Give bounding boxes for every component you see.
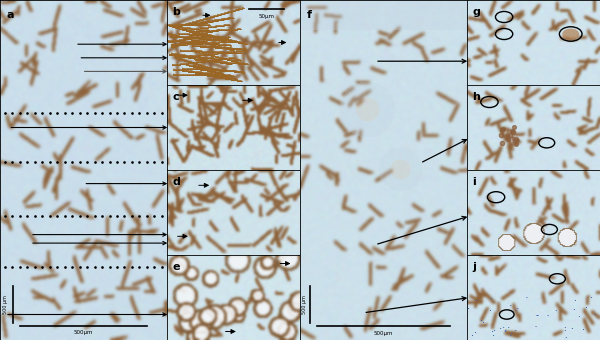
Point	[503, 137, 513, 142]
Text: 50μm: 50μm	[259, 14, 275, 19]
Point	[511, 141, 521, 146]
Point	[497, 127, 507, 133]
Point	[512, 137, 522, 143]
Point	[496, 132, 506, 138]
Point	[505, 133, 515, 138]
Point	[508, 129, 517, 134]
Point	[497, 140, 506, 145]
Text: e: e	[172, 262, 179, 272]
Text: f: f	[307, 10, 311, 20]
Point	[508, 130, 518, 135]
Text: c: c	[172, 92, 179, 102]
Text: 500 μm: 500 μm	[4, 295, 8, 314]
Text: j: j	[472, 262, 476, 272]
Text: 500μm: 500μm	[374, 331, 393, 336]
Text: g: g	[472, 7, 480, 17]
Text: 500 μm: 500 μm	[302, 295, 307, 314]
Point	[499, 126, 508, 131]
Text: d: d	[172, 177, 180, 187]
Point	[511, 137, 521, 142]
Point	[509, 138, 519, 143]
Text: b: b	[172, 7, 180, 17]
Point	[503, 133, 512, 138]
Text: i: i	[472, 177, 476, 187]
Text: 500μm: 500μm	[74, 330, 93, 335]
Point	[508, 135, 518, 140]
Point	[509, 124, 518, 130]
Text: h: h	[472, 92, 480, 102]
Circle shape	[562, 29, 579, 39]
Text: a: a	[7, 10, 14, 20]
